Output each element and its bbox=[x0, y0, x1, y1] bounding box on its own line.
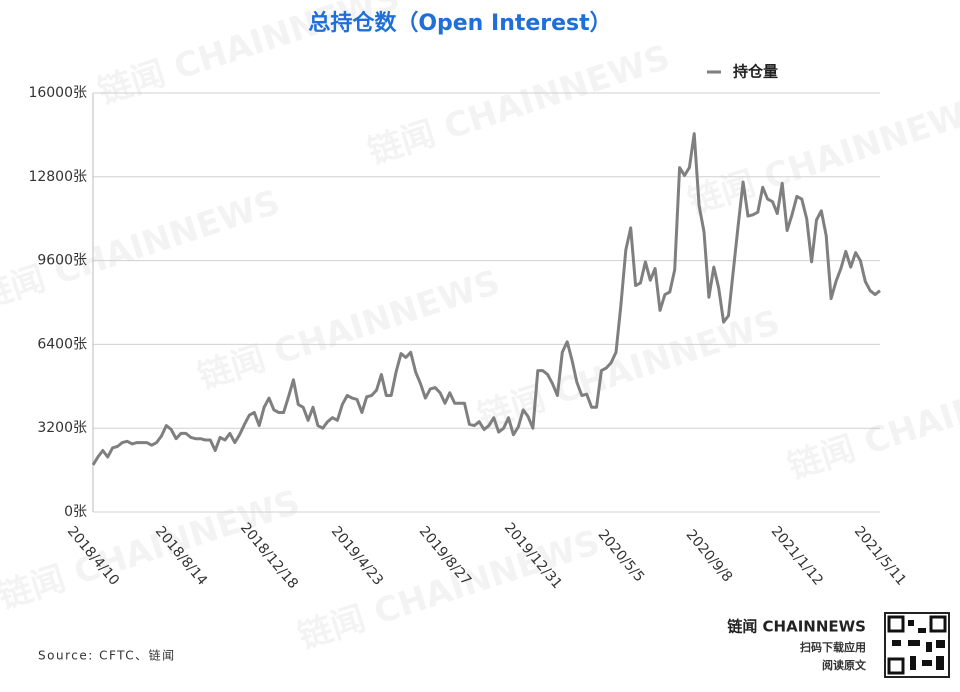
x-tick-label: 2019/4/23 bbox=[328, 523, 386, 588]
watermark: 链闻 CHAINNEWS bbox=[783, 352, 960, 487]
y-tick-label: 12800张 bbox=[28, 169, 87, 185]
chart-title: 总持仓数（Open Interest） bbox=[308, 10, 611, 36]
y-tick-label: 6400张 bbox=[37, 336, 87, 352]
source: Source: CFTC、链闻 bbox=[38, 648, 176, 663]
watermark: 链闻 CHAINNEWS bbox=[0, 182, 285, 317]
watermark: 链闻 CHAINNEWS bbox=[363, 37, 674, 172]
watermarks: 链闻 CHAINNEWS 链闻 CHAINNEWS 链闻 CHAINNEWS 链… bbox=[0, 0, 960, 658]
legend-label: 持仓量 bbox=[733, 63, 778, 81]
watermark: 链闻 CHAINNEWS bbox=[683, 87, 960, 222]
y-tick-label: 9600张 bbox=[37, 253, 87, 269]
x-tick-label: 2021/1/12 bbox=[768, 523, 826, 588]
brand-line: 扫码下载应用 bbox=[800, 640, 866, 654]
x-tick-label: 2021/5/11 bbox=[851, 523, 909, 588]
brand-line: 阅读原文 bbox=[822, 658, 867, 672]
y-tick-label: 3200张 bbox=[37, 420, 87, 436]
brand-name: 链闻 CHAINNEWS bbox=[727, 618, 866, 636]
y-tick-label: 0张 bbox=[64, 504, 87, 520]
watermark: 链闻 CHAINNEWS bbox=[193, 262, 504, 397]
qr-code bbox=[884, 612, 950, 678]
y-tick-label: 16000张 bbox=[28, 85, 87, 101]
x-tick-label: 2020/9/8 bbox=[683, 527, 736, 585]
line-series bbox=[91, 132, 881, 466]
